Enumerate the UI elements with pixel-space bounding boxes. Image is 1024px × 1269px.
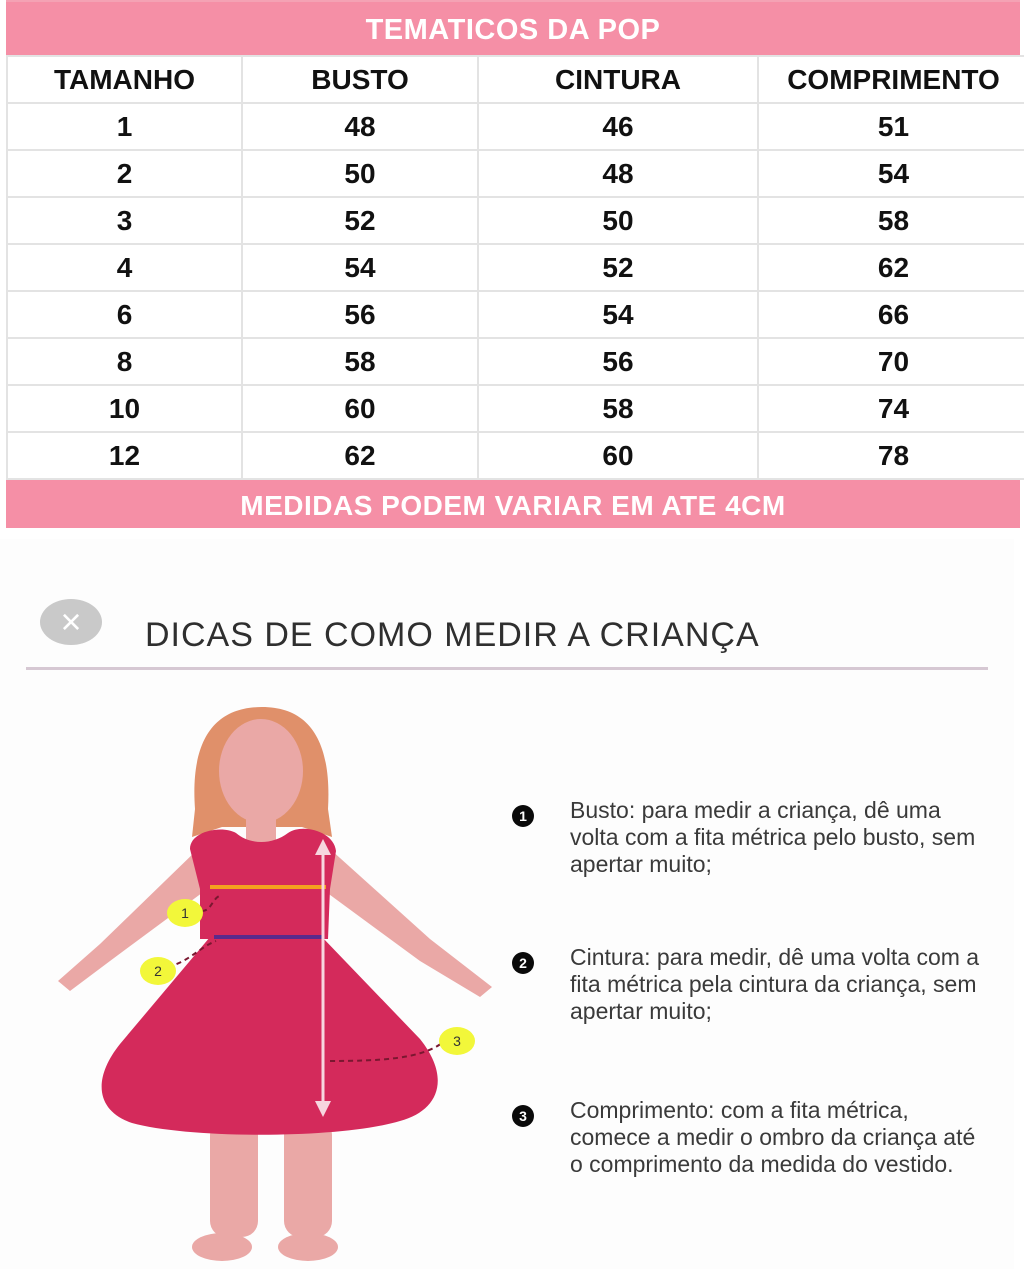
left-arm [58,849,210,991]
right-arm [322,849,492,997]
table-row: 6 56 54 66 [6,290,1024,339]
table-header-row: TAMANHO BUSTO CINTURA COMPRIMENTO [6,55,1024,104]
child-measurement-illustration: 1 2 3 [58,707,492,1261]
table-row: 8 58 56 70 [6,337,1024,386]
tip-length: 3 Comprimento: com a fita métrica, comec… [512,1097,992,1178]
badge-1 [167,899,203,927]
table-cell: 74 [757,384,1024,433]
dress-skirt [101,937,438,1135]
badge-2-label: 2 [154,963,162,979]
badge-2 [140,957,176,985]
number-badge: 2 [512,952,534,974]
number-badge: 3 [512,1105,534,1127]
table-cell: 66 [757,290,1024,339]
right-leg [284,1119,332,1237]
tip-bust: 1 Busto: para medir a criança, dê uma vo… [512,797,992,878]
table-cell: 51 [757,102,1024,151]
column-header: COMPRIMENTO [757,55,1024,104]
table-cell: 48 [241,102,479,151]
table-cell: 8 [6,337,243,386]
measuring-tips-panel: × DICAS DE COMO MEDIR A CRIANÇA 1 [0,539,1014,1269]
badge-3 [439,1027,475,1055]
length-arrow-top [315,839,331,855]
table-cell: 58 [477,384,759,433]
tip-text: Comprimento: com a fita métrica, comece … [570,1097,976,1177]
table-cell: 52 [241,196,479,245]
table-cell: 62 [757,243,1024,292]
table-cell: 1 [6,102,243,151]
table-cell: 56 [241,290,479,339]
tip-text: Cintura: para medir, dê uma volta com a … [570,944,980,1024]
column-header: TAMANHO [6,55,243,104]
column-header: BUSTO [241,55,479,104]
left-leg [210,1119,258,1237]
badge-1-label: 1 [181,905,189,921]
table-cell: 50 [477,196,759,245]
table-cell: 54 [477,290,759,339]
table-cell: 48 [477,149,759,198]
tips-title: DICAS DE COMO MEDIR A CRIANÇA [145,616,760,654]
face [219,719,303,823]
table-cell: 62 [241,431,479,480]
table-cell: 3 [6,196,243,245]
tip-waist: 2 Cintura: para medir, dê uma volta com … [512,944,992,1025]
table-cell: 58 [757,196,1024,245]
right-foot [278,1233,338,1261]
tip-text: Busto: para medir a criança, dê uma volt… [570,797,976,877]
table-cell: 54 [757,149,1024,198]
table-cell: 60 [477,431,759,480]
table-row: 10 60 58 74 [6,384,1024,433]
divider [26,667,988,670]
table-cell: 2 [6,149,243,198]
table-cell: 60 [241,384,479,433]
left-foot [192,1233,252,1261]
length-arrow-bottom [315,1101,331,1117]
table-cell: 12 [6,431,243,480]
leader-line-3 [329,1042,443,1062]
number-badge: 1 [512,805,534,827]
table-cell: 52 [477,243,759,292]
table-cell: 54 [241,243,479,292]
table-cell: 58 [241,337,479,386]
chart-title: TEMATICOS DA POP [6,0,1020,55]
table-row: 12 62 60 78 [6,431,1024,480]
close-icon[interactable]: × [40,599,102,645]
column-header: CINTURA [477,55,759,104]
leader-line-1 [201,894,223,912]
table-cell: 50 [241,149,479,198]
table-cell: 70 [757,337,1024,386]
table-cell: 4 [6,243,243,292]
table-cell: 6 [6,290,243,339]
table-row: 1 48 46 51 [6,102,1024,151]
dress-bodice [190,828,336,939]
size-chart: TEMATICOS DA POP TAMANHO BUSTO CINTURA C… [6,0,1024,528]
table-row: 2 50 48 54 [6,149,1024,198]
badge-3-label: 3 [453,1033,461,1049]
size-table: TAMANHO BUSTO CINTURA COMPRIMENTO 1 48 4… [6,55,1024,480]
table-cell: 46 [477,102,759,151]
table-cell: 10 [6,384,243,433]
table-row: 3 52 50 58 [6,196,1024,245]
table-cell: 78 [757,431,1024,480]
variation-note: MEDIDAS PODEM VARIAR EM ATE 4CM [6,480,1020,528]
table-row: 4 54 52 62 [6,243,1024,292]
table-cell: 56 [477,337,759,386]
neck [246,817,276,843]
leader-line-2 [167,940,217,968]
